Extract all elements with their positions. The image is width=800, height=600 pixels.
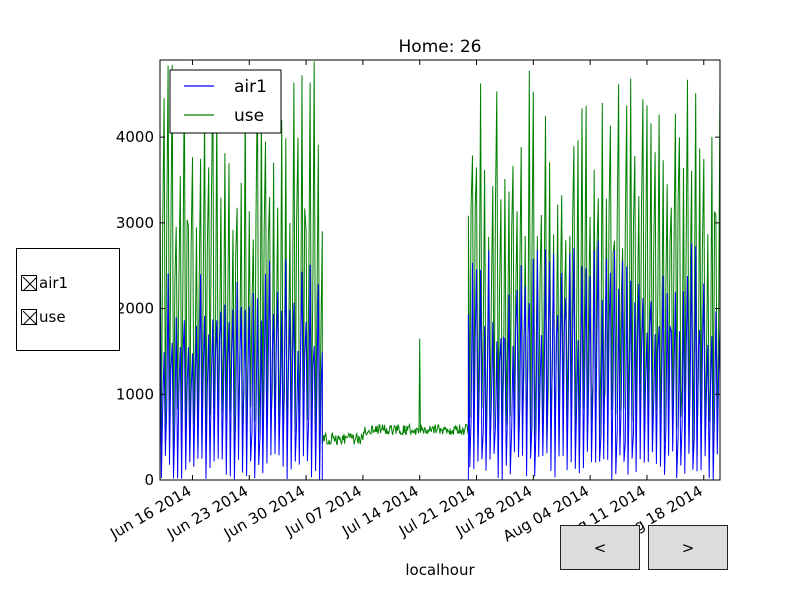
series-layer: [159, 61, 721, 481]
y-tick-label: 4000: [116, 128, 154, 146]
prev-button[interactable]: <: [560, 525, 640, 570]
series-line-use: [159, 61, 721, 454]
plot-frame: [159, 59, 721, 481]
legend: air1 use: [169, 69, 282, 134]
y-tick-label: 0: [144, 471, 154, 489]
checked-icon: [22, 310, 38, 326]
legend-box: [169, 69, 282, 134]
y-tick-label: 1000: [116, 385, 154, 403]
chart-title: Home: 26: [399, 37, 482, 57]
checkbox-use[interactable]: [21, 309, 38, 326]
legend-label-use: use: [234, 106, 264, 126]
check-item-air1[interactable]: air1: [21, 274, 68, 292]
series-check-panel: air1 use: [16, 248, 120, 351]
next-button[interactable]: >: [648, 525, 728, 570]
check-item-use[interactable]: use: [21, 308, 66, 326]
x-axis-label: localhour: [405, 561, 475, 579]
series-line-air1: [159, 240, 721, 481]
y-tick-label: 2000: [116, 300, 154, 318]
legend-label-air1: air1: [234, 77, 267, 97]
check-label-use: use: [39, 308, 66, 326]
checkbox-air1[interactable]: [21, 275, 38, 292]
check-label-air1: air1: [39, 274, 69, 292]
y-tick-label: 3000: [116, 214, 154, 232]
checked-icon: [22, 276, 38, 292]
